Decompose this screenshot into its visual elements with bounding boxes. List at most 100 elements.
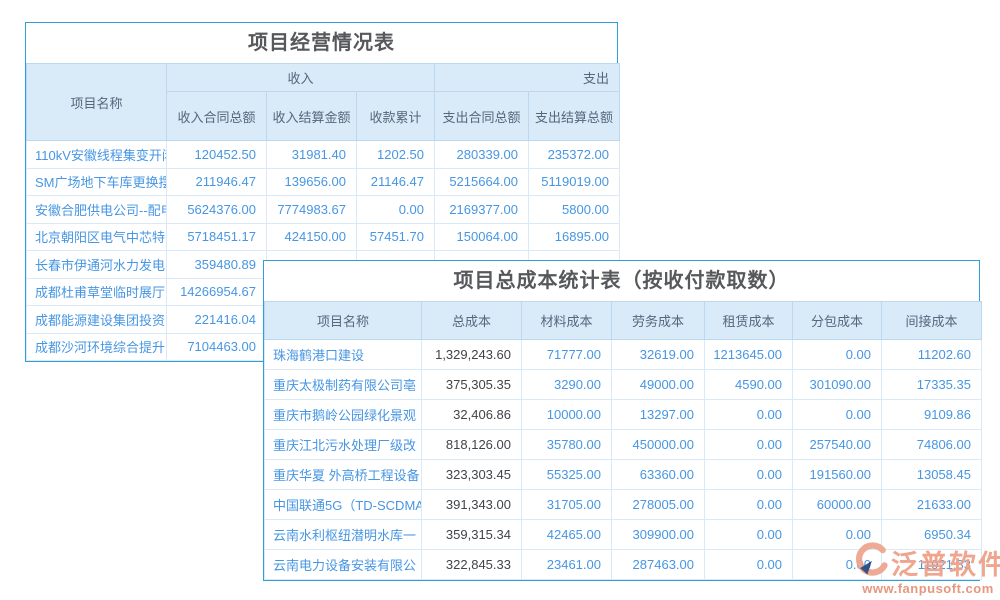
value-cell: 120452.50 <box>166 140 267 169</box>
value-cell: 301090.00 <box>792 369 882 400</box>
project-name-cell: 珠海鹤港口建设 <box>264 339 422 370</box>
table2-title: 项目总成本统计表（按收付款取数） <box>453 270 790 292</box>
group-header-expense: 支出 <box>433 63 621 92</box>
project-name-cell: 重庆华夏 外高桥工程设备 <box>264 459 422 490</box>
column-header-subcontract-cost: 分包成本 <box>792 301 882 340</box>
project-total-cost-table: 项目名称 总成本 材料成本 劳务成本 租赁成本 分包成本 间接成本 珠海鹤港口建… <box>264 301 982 580</box>
column-header-income-settlement: 收入结算金额 <box>266 91 357 141</box>
project-name-cell: 重庆江北污水处理厂级改 <box>264 429 422 460</box>
table-row: 珠海鹤港口建设 1,329,243.60 71777.00 32619.00 12136… <box>264 339 982 370</box>
value-cell: 0.00 <box>792 339 882 370</box>
total-cost-cell: 375,305.35 <box>421 369 522 400</box>
value-cell: 0.00 <box>704 399 793 430</box>
value-cell: 23461.00 <box>521 549 612 580</box>
value-cell: 235372.00 <box>527 140 621 169</box>
value-cell: 309900.00 <box>611 519 705 550</box>
value-cell: 5800.00 <box>527 195 621 224</box>
project-name-cell: 重庆太极制药有限公司亳 <box>264 369 422 400</box>
value-cell: 60000.00 <box>792 489 882 520</box>
value-cell: 13058.45 <box>881 459 982 490</box>
value-cell: 5215664.00 <box>434 167 529 196</box>
table-row: 云南电力设备安装有限公 322,845.33 23461.00 287463.00 0.… <box>264 549 982 580</box>
project-name-cell: 重庆市鹅岭公园绿化景观 <box>264 399 422 430</box>
value-cell: 0.00 <box>704 519 793 550</box>
project-name-cell: 成都沙河环境综合提升 <box>26 332 167 361</box>
table-row: SM广场地下车库更换摆 211946.47 139656.00 21146.47 521… <box>26 167 621 196</box>
value-cell: 13297.00 <box>611 399 705 430</box>
value-cell: 32619.00 <box>611 339 705 370</box>
value-cell: 5624376.00 <box>166 195 267 224</box>
column-header-receipts-accumulated: 收款累计 <box>356 91 435 141</box>
value-cell: 17335.35 <box>881 369 982 400</box>
project-name-cell: 云南电力设备安装有限公 <box>264 549 422 580</box>
total-cost-cell: 359,315.34 <box>421 519 522 550</box>
column-header-lease-cost: 租赁成本 <box>704 301 793 340</box>
project-name-cell: 成都杜甫草堂临时展厅 <box>26 277 167 306</box>
column-header-project-name: 项目名称 <box>264 301 422 340</box>
column-header-income-contract-total: 收入合同总额 <box>166 91 267 141</box>
project-name-cell: 安徽合肥供电公司--配电 <box>26 195 167 224</box>
value-cell: 21146.47 <box>356 167 435 196</box>
table1-title: 项目经营情况表 <box>248 32 395 54</box>
table-row: 110kV安徽线程集变开闭 120452.50 31981.40 1202.50 280… <box>26 140 621 169</box>
group-header-income: 收入 <box>166 63 435 92</box>
value-cell: 450000.00 <box>611 429 705 460</box>
value-cell: 6950.34 <box>881 519 982 550</box>
column-header-expense-contract-total: 支出合同总额 <box>434 91 529 141</box>
fanpu-logo-icon <box>853 541 889 583</box>
total-cost-cell: 322,845.33 <box>421 549 522 580</box>
table-row: 重庆华夏 外高桥工程设备 323,303.45 55325.00 63360.00 0.… <box>264 459 982 490</box>
value-cell: 5119019.00 <box>527 167 621 196</box>
watermark-url-text: www.fanpusoft.com <box>862 581 994 596</box>
value-cell: 5718451.17 <box>166 222 267 251</box>
value-cell: 2169377.00 <box>434 195 529 224</box>
value-cell: 1202.50 <box>356 140 435 169</box>
value-cell: 359480.89 <box>166 250 267 279</box>
fanpu-watermark: 泛普软件 www.fanpusoft.com <box>853 541 1000 596</box>
table-row: 重庆市鹅岭公园绿化景观 32,406.86 10000.00 13297.00 0.00… <box>264 399 982 430</box>
value-cell: 191560.00 <box>792 459 882 490</box>
value-cell: 0.00 <box>792 399 882 430</box>
table-row: 重庆江北污水处理厂级改 818,126.00 35780.00 450000.00 0.… <box>264 429 982 460</box>
value-cell: 10000.00 <box>521 399 612 430</box>
value-cell: 280339.00 <box>434 140 529 169</box>
project-name-cell: 成都能源建设集团投资 <box>26 305 167 334</box>
value-cell: 1213645.00 <box>704 339 793 370</box>
total-cost-cell: 1,329,243.60 <box>421 339 522 370</box>
total-cost-cell: 32,406.86 <box>421 399 522 430</box>
project-name-cell: 长春市伊通河水力发电 <box>26 250 167 279</box>
value-cell: 221416.04 <box>166 305 267 334</box>
value-cell: 0.00 <box>704 429 793 460</box>
value-cell: 42465.00 <box>521 519 612 550</box>
column-header-total-cost: 总成本 <box>421 301 522 340</box>
value-cell: 287463.00 <box>611 549 705 580</box>
value-cell: 11202.60 <box>881 339 982 370</box>
value-cell: 3290.00 <box>521 369 612 400</box>
column-header-project-name: 项目名称 <box>26 63 167 141</box>
value-cell: 57451.70 <box>356 222 435 251</box>
value-cell: 16895.00 <box>527 222 621 251</box>
value-cell: 71777.00 <box>521 339 612 370</box>
value-cell: 49000.00 <box>611 369 705 400</box>
value-cell: 35780.00 <box>521 429 612 460</box>
value-cell: 9109.86 <box>881 399 982 430</box>
total-cost-cell: 818,126.00 <box>421 429 522 460</box>
table-row: 北京朝阳区电气中芯特 5718451.17 424150.00 57451.70 150… <box>26 222 621 251</box>
total-cost-cell: 391,343.00 <box>421 489 522 520</box>
value-cell: 278005.00 <box>611 489 705 520</box>
value-cell: 0.00 <box>704 549 793 580</box>
value-cell: 0.00 <box>704 489 793 520</box>
column-header-material-cost: 材料成本 <box>521 301 612 340</box>
project-name-cell: 云南水利枢纽潜明水库一 <box>264 519 422 550</box>
total-cost-cell: 323,303.45 <box>421 459 522 490</box>
value-cell: 21633.00 <box>881 489 982 520</box>
value-cell: 0.00 <box>356 195 435 224</box>
value-cell: 7104463.00 <box>166 332 267 361</box>
value-cell: 211946.47 <box>166 167 267 196</box>
project-name-cell: SM广场地下车库更换摆 <box>26 167 167 196</box>
value-cell: 74806.00 <box>881 429 982 460</box>
value-cell: 63360.00 <box>611 459 705 490</box>
watermark-brand-text: 泛普软件 <box>891 549 1000 580</box>
value-cell: 7774983.67 <box>266 195 357 224</box>
